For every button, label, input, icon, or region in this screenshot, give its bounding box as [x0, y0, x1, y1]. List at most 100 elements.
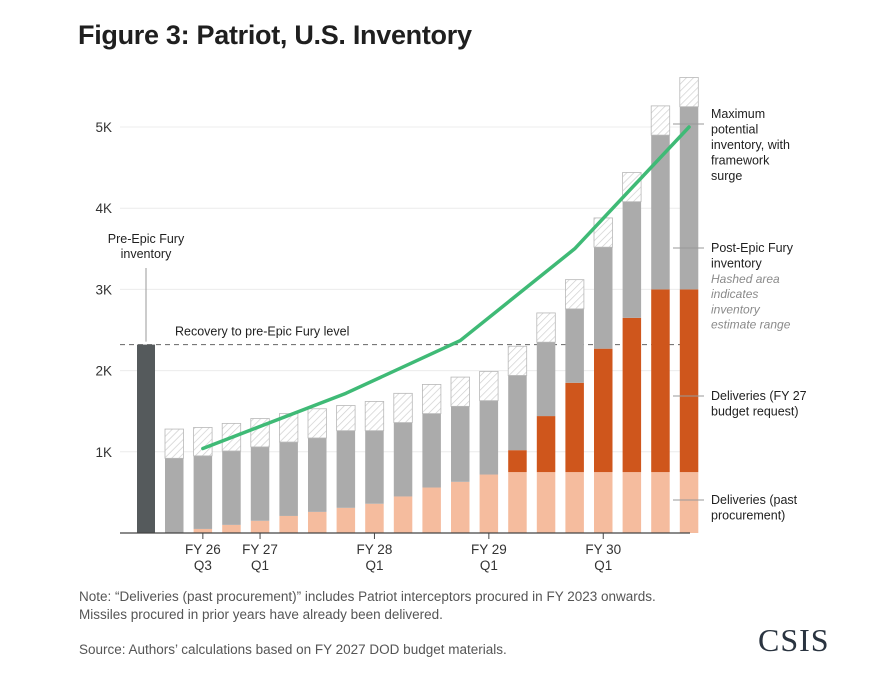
- bar-past-procurement: [536, 472, 556, 533]
- x-tick-label: Q1: [251, 558, 269, 573]
- bar-post-epic-fury: [308, 437, 327, 512]
- bar-budget-request: [536, 416, 556, 473]
- bar-budget-request: [594, 348, 613, 473]
- legend-label: procurement): [711, 509, 785, 523]
- bar-post-epic-fury: [422, 413, 441, 488]
- bar-post-epic-fury: [679, 106, 699, 290]
- legend-label: Deliveries (past: [711, 493, 798, 507]
- bar-post-epic-fury: [222, 450, 241, 525]
- bar-past-procurement: [393, 496, 413, 533]
- bar-estimate-range: [679, 77, 699, 108]
- bar-estimate-range: [536, 312, 556, 343]
- bar-estimate-range: [393, 392, 413, 423]
- bar-past-procurement: [479, 474, 499, 533]
- bar-past-procurement: [279, 515, 298, 533]
- bar-post-epic-fury: [508, 375, 527, 451]
- bar-estimate-range: [479, 371, 499, 402]
- legend-label: budget request): [711, 405, 799, 419]
- bar-budget-request: [508, 450, 527, 473]
- bar-estimate-range: [336, 405, 356, 432]
- pre-epic-fury-label: inventory: [121, 247, 172, 261]
- bar-post-epic-fury: [193, 455, 213, 529]
- note-line-1: Note: “Deliveries (past procurement)” in…: [79, 589, 656, 604]
- bar-estimate-range: [364, 401, 385, 432]
- bar-past-procurement: [222, 524, 241, 533]
- bar-past-procurement: [308, 511, 327, 533]
- legend-note: inventory: [711, 302, 761, 316]
- bar-post-epic-fury: [651, 135, 670, 290]
- legend-label: surge: [711, 169, 742, 183]
- csis-logo: CSIS: [758, 622, 830, 658]
- legend-note: estimate range: [711, 318, 791, 332]
- x-tick-label: FY 30: [585, 542, 621, 557]
- source-note: Source: Authors’ calculations based on F…: [79, 642, 507, 657]
- bar-estimate-range: [507, 345, 528, 376]
- x-tick-label: FY 28: [357, 542, 393, 557]
- y-tick-label: 1K: [95, 445, 112, 460]
- max-potential-line: [201, 125, 691, 451]
- pre-epic-fury-label: Pre-Epic Fury: [108, 232, 185, 246]
- bar-post-epic-fury: [336, 430, 356, 508]
- bar-estimate-range: [450, 376, 470, 407]
- bar-past-procurement: [594, 472, 613, 533]
- legend-label: framework: [711, 154, 770, 168]
- bar-past-procurement: [679, 472, 699, 533]
- bar-estimate-range: [421, 384, 442, 415]
- note-line-2: Missiles procured in prior years have al…: [79, 607, 443, 622]
- bar-estimate-range: [164, 428, 184, 459]
- bar-estimate-range: [193, 427, 213, 457]
- x-tick-label: FY 26: [185, 542, 221, 557]
- bar-past-procurement: [508, 472, 527, 533]
- legend-note: indicates: [711, 287, 758, 301]
- bar-estimate-range: [650, 105, 671, 136]
- y-tick-label: 2K: [95, 364, 112, 379]
- bar-post-epic-fury: [365, 430, 384, 504]
- bar-past-procurement: [193, 528, 213, 533]
- x-tick-label: Q1: [480, 558, 498, 573]
- bar-post-epic-fury: [594, 247, 613, 349]
- x-tick-label: Q1: [594, 558, 612, 573]
- bar-post-epic-fury: [565, 308, 584, 383]
- legend-note: Hashed area: [711, 272, 780, 286]
- bar-budget-request: [651, 289, 670, 473]
- bar-past-procurement: [422, 487, 441, 533]
- y-tick-label: 3K: [95, 282, 112, 297]
- legend-label: Deliveries (FY 27: [711, 389, 807, 403]
- x-tick-label: FY 27: [242, 542, 278, 557]
- x-tick-label: FY 29: [471, 542, 507, 557]
- bar-past-procurement: [365, 503, 384, 533]
- pre-epic-fury-bar: [137, 344, 155, 533]
- x-tick-label: Q3: [194, 558, 212, 573]
- y-tick-label: 5K: [95, 120, 112, 135]
- bar-budget-request: [565, 382, 584, 473]
- bar-past-procurement: [565, 472, 584, 533]
- bar-post-epic-fury: [393, 422, 413, 497]
- bar-post-epic-fury: [279, 442, 298, 516]
- legend-label: Post-Epic Fury: [711, 241, 794, 255]
- y-tick-label: 4K: [95, 201, 112, 216]
- bar-post-epic-fury: [536, 342, 556, 417]
- bar-estimate-range: [593, 217, 613, 248]
- bar-past-procurement: [336, 507, 356, 533]
- x-tick-label: Q1: [365, 558, 383, 573]
- bar-budget-request: [679, 289, 699, 473]
- bar-past-procurement: [451, 481, 470, 533]
- bar-post-epic-fury: [622, 201, 642, 318]
- legend-label: potential: [711, 123, 758, 137]
- legend-label: inventory, with: [711, 138, 790, 152]
- bar-budget-request: [622, 317, 642, 473]
- reference-line-label: Recovery to pre-Epic Fury level: [175, 325, 349, 339]
- y-axis: 1K 2K 3K 4K 5K: [95, 120, 112, 460]
- chart-title: Figure 3: Patriot, U.S. Inventory: [78, 20, 472, 50]
- bar-past-procurement: [250, 520, 270, 533]
- max-potential-line-group: [201, 125, 691, 451]
- bar-post-epic-fury: [165, 458, 184, 533]
- legend-label: Maximum: [711, 107, 765, 121]
- bars-group: [137, 77, 699, 533]
- bar-post-epic-fury: [250, 446, 270, 521]
- bar-estimate-range: [307, 408, 327, 439]
- legend-label: inventory: [711, 257, 762, 271]
